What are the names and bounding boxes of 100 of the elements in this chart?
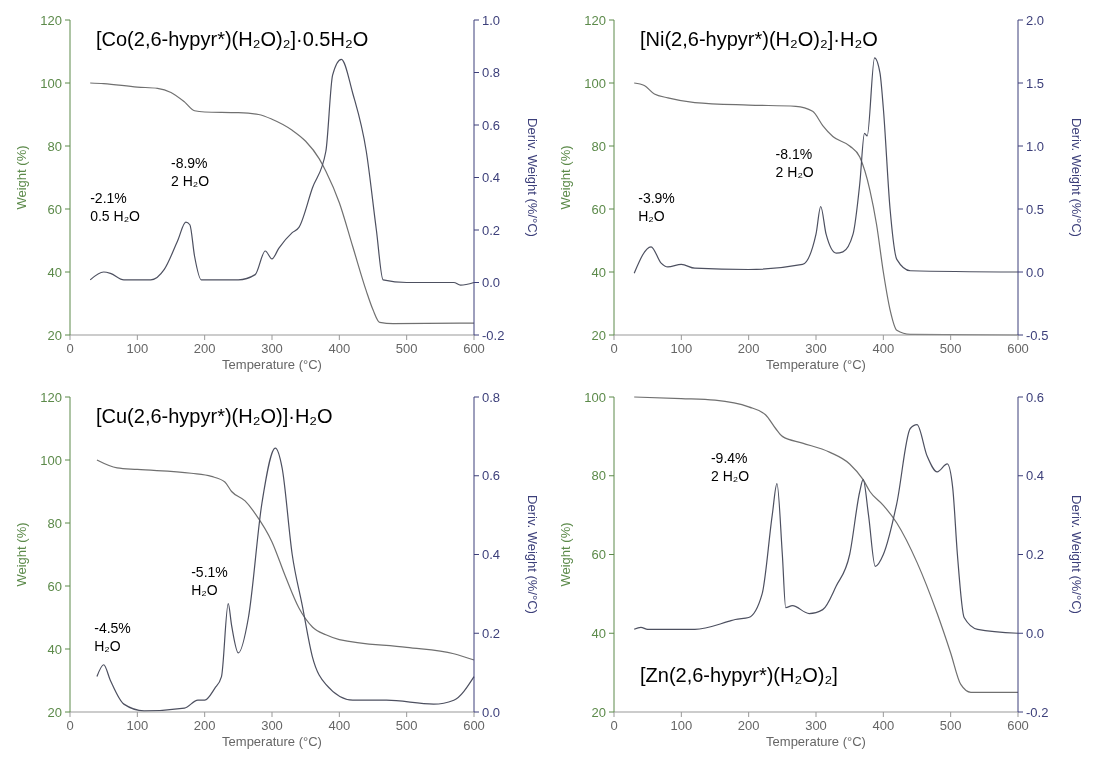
x-tick-label: 100 [126, 718, 149, 733]
x-tick-label: 0 [66, 341, 74, 356]
x-tick-label: 400 [328, 718, 351, 733]
y2-axis-title: Deriv. Weight (%/°C) [525, 495, 540, 614]
y-tick-label: 100 [584, 389, 606, 405]
line-series [633, 57, 1019, 274]
annotation: -8.9% 2 H₂O [171, 155, 210, 190]
y2-axis-title: Deriv. Weight (%/°C) [525, 118, 540, 237]
annotation: -2.1% 0.5 H₂O [90, 189, 141, 224]
x-tick-label: 500 [395, 718, 418, 733]
y-tick-label: 100 [40, 75, 62, 91]
y-tick-label: 120 [584, 12, 606, 28]
y-tick-label: 80 [47, 515, 62, 531]
x-tick-label: 600 [463, 718, 485, 733]
annotation: -8.1% 2 H₂O [775, 145, 814, 180]
y-tick-label: 20 [47, 704, 62, 720]
x-tick-label: 100 [126, 341, 149, 356]
x-tick-label: 500 [395, 341, 418, 356]
y-tick-label: 40 [47, 264, 62, 280]
y2-tick-label: 1.5 [1026, 75, 1045, 91]
annotation: -9.4% 2 H₂O [710, 450, 750, 485]
x-tick-label: 0 [610, 718, 618, 733]
y2-tick-label: 1.0 [1026, 138, 1045, 154]
y-tick-label: 40 [591, 625, 606, 641]
y-tick-label: 60 [47, 201, 62, 217]
chart-title: [Co(2,6-hypyr*)(H₂O)₂]·0.5H₂O [96, 28, 369, 50]
y2-tick-label: 0.6 [482, 468, 501, 484]
y2-tick-label: 0.8 [482, 65, 501, 81]
y2-tick-label: 2.0 [1026, 12, 1045, 28]
y2-tick-label: 0.0 [1026, 264, 1045, 280]
x-tick-label: 0 [66, 718, 74, 733]
line-series [633, 423, 1019, 634]
y2-tick-label: 0.5 [1026, 201, 1045, 217]
x-tick-label: 100 [670, 341, 693, 356]
y2-tick-label: 0.8 [482, 389, 501, 405]
y2-tick-label: -0.2 [1026, 704, 1049, 720]
y-tick-label: 60 [591, 201, 606, 217]
y-tick-label: 120 [40, 389, 62, 405]
annotation: -5.1% H₂O [191, 563, 228, 598]
x-tick-label: 100 [670, 718, 693, 733]
y2-tick-label: 0.0 [482, 704, 501, 720]
y-tick-label: 40 [47, 641, 62, 657]
y2-tick-label: 0.6 [482, 117, 501, 133]
y2-tick-label: 0.0 [1026, 625, 1045, 641]
y-tick-label: 120 [40, 12, 62, 28]
x-tick-label: 400 [872, 718, 895, 733]
y-axis-title: Weight (%) [558, 522, 573, 587]
y2-tick-label: 0.4 [482, 170, 501, 186]
y-tick-label: 20 [591, 327, 606, 343]
x-tick-label: 0 [610, 341, 618, 356]
y2-tick-label: 0.2 [482, 625, 501, 641]
y2-tick-label: 0.2 [1026, 547, 1045, 563]
y-tick-label: 60 [47, 578, 62, 594]
y-tick-label: 100 [40, 452, 62, 468]
y-tick-label: 80 [591, 468, 606, 484]
y2-tick-label: 1.0 [482, 12, 501, 28]
x-tick-label: 400 [328, 341, 351, 356]
x-tick-label: 200 [737, 718, 760, 733]
y-tick-label: 80 [47, 138, 62, 154]
line-series [633, 396, 1019, 693]
line-series [89, 82, 475, 325]
y-axis-title: Weight (%) [14, 145, 29, 210]
x-tick-label: 200 [737, 341, 760, 356]
x-tick-label: 300 [261, 718, 283, 733]
line-series [89, 58, 475, 286]
y-axis-title: Weight (%) [14, 522, 29, 587]
line-series [96, 447, 475, 712]
y-tick-label: 40 [591, 264, 606, 280]
x-axis-title: Temperature (°C) [766, 734, 866, 749]
y2-tick-label: 0.6 [1026, 389, 1045, 405]
chart-title: [Ni(2,6-hypyr*)(H₂O)₂]·H₂O [640, 28, 878, 50]
y2-tick-label: 0.4 [482, 547, 501, 563]
x-tick-label: 300 [261, 341, 283, 356]
y-tick-label: 20 [47, 327, 62, 343]
y-tick-label: 60 [591, 547, 606, 563]
y-tick-label: 80 [591, 138, 606, 154]
y2-tick-label: 0.0 [482, 275, 501, 291]
x-tick-label: 600 [1007, 341, 1029, 356]
annotation: -4.5% H₂O [94, 620, 131, 655]
chart-title: [Cu(2,6-hypyr*)(H₂O)]·H₂O [96, 405, 333, 427]
y-axis-title: Weight (%) [558, 145, 573, 210]
x-axis-title: Temperature (°C) [222, 357, 322, 372]
x-axis-title: Temperature (°C) [222, 734, 322, 749]
y2-tick-label: -0.2 [482, 327, 505, 343]
x-tick-label: 600 [1007, 718, 1029, 733]
x-tick-label: 200 [193, 341, 216, 356]
x-tick-label: 500 [939, 341, 962, 356]
y-tick-label: 100 [584, 75, 606, 91]
x-tick-label: 600 [463, 341, 485, 356]
annotation: -3.9% H₂O [638, 189, 675, 224]
y2-axis-title: Deriv. Weight (%/°C) [1069, 495, 1084, 614]
x-tick-label: 200 [193, 718, 216, 733]
line-series [96, 459, 475, 661]
x-axis-title: Temperature (°C) [766, 357, 866, 372]
y2-tick-label: -0.5 [1026, 327, 1049, 343]
y2-axis-title: Deriv. Weight (%/°C) [1069, 118, 1084, 237]
x-tick-label: 400 [872, 341, 895, 356]
x-tick-label: 500 [939, 718, 962, 733]
text: [Zn(2,6-hypyr*)(H₂O)₂] [640, 664, 838, 686]
y2-tick-label: 0.4 [1026, 468, 1045, 484]
